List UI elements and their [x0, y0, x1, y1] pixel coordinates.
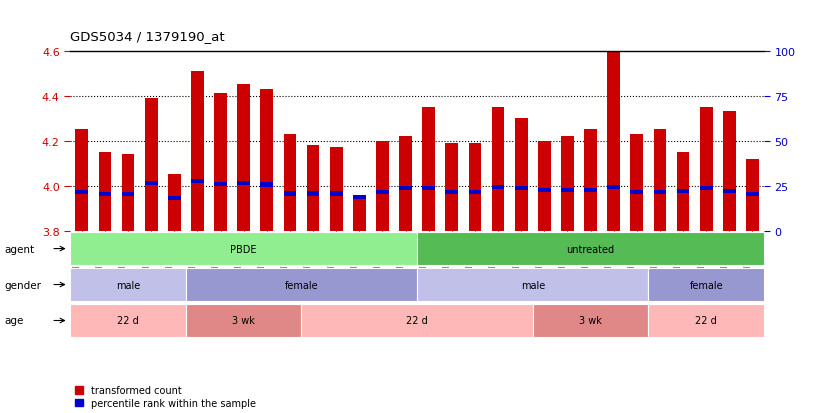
Bar: [145, 182, 158, 186]
Bar: [121, 155, 135, 231]
Bar: [700, 186, 713, 190]
Bar: [676, 190, 690, 194]
Bar: [648, 304, 764, 337]
Bar: [445, 144, 458, 231]
Text: agent: agent: [4, 244, 34, 254]
Bar: [214, 183, 227, 186]
Bar: [630, 135, 643, 231]
Bar: [70, 304, 186, 337]
Bar: [746, 159, 759, 231]
Bar: [422, 108, 435, 231]
Bar: [376, 141, 389, 231]
Text: 22 d: 22 d: [406, 316, 428, 326]
Bar: [237, 182, 250, 186]
Bar: [422, 186, 435, 190]
Bar: [723, 190, 736, 194]
Bar: [145, 99, 158, 231]
Bar: [538, 189, 551, 193]
Bar: [723, 112, 736, 231]
Bar: [561, 189, 574, 193]
Bar: [376, 190, 389, 195]
Text: female: female: [690, 280, 723, 290]
Bar: [98, 152, 112, 231]
Bar: [75, 190, 88, 195]
Bar: [515, 186, 528, 190]
Bar: [399, 186, 412, 190]
Bar: [330, 148, 343, 231]
Bar: [168, 175, 181, 231]
Bar: [417, 269, 648, 301]
Bar: [283, 135, 297, 231]
Bar: [237, 85, 250, 231]
Bar: [491, 185, 505, 189]
Bar: [214, 94, 227, 231]
Bar: [306, 146, 320, 231]
Bar: [700, 108, 713, 231]
Bar: [168, 197, 181, 201]
Bar: [186, 304, 301, 337]
Text: gender: gender: [4, 280, 41, 290]
Bar: [191, 179, 204, 183]
Bar: [399, 137, 412, 231]
Text: male: male: [116, 280, 140, 290]
Text: male: male: [520, 280, 545, 290]
Bar: [70, 233, 417, 265]
Bar: [515, 119, 528, 231]
Bar: [561, 137, 574, 231]
Legend: transformed count, percentile rank within the sample: transformed count, percentile rank withi…: [75, 385, 255, 408]
Bar: [445, 190, 458, 195]
Bar: [584, 130, 597, 231]
Text: female: female: [285, 280, 318, 290]
Bar: [283, 192, 297, 196]
Bar: [75, 130, 88, 231]
Text: untreated: untreated: [567, 244, 615, 254]
Text: GDS5034 / 1379190_at: GDS5034 / 1379190_at: [70, 31, 225, 43]
Bar: [630, 190, 643, 195]
Bar: [98, 193, 112, 197]
Text: 22 d: 22 d: [695, 316, 717, 326]
Bar: [417, 233, 764, 265]
Bar: [676, 152, 690, 231]
Bar: [186, 269, 417, 301]
Bar: [306, 192, 320, 196]
Bar: [491, 108, 505, 231]
Bar: [653, 130, 667, 231]
Bar: [353, 196, 366, 200]
Bar: [260, 90, 273, 231]
Bar: [584, 189, 597, 193]
Bar: [533, 304, 648, 337]
Text: PBDE: PBDE: [230, 244, 257, 254]
Bar: [260, 183, 273, 187]
Bar: [648, 269, 764, 301]
Text: 3 wk: 3 wk: [579, 316, 602, 326]
Bar: [191, 72, 204, 231]
Text: 22 d: 22 d: [117, 316, 139, 326]
Bar: [468, 144, 482, 231]
Bar: [70, 269, 186, 301]
Bar: [121, 193, 135, 197]
Bar: [353, 197, 366, 231]
Bar: [607, 185, 620, 189]
Bar: [607, 11, 620, 231]
Bar: [330, 192, 343, 196]
Bar: [301, 304, 533, 337]
Bar: [468, 190, 482, 195]
Bar: [746, 193, 759, 197]
Text: 3 wk: 3 wk: [232, 316, 255, 326]
Bar: [653, 190, 667, 195]
Text: age: age: [4, 316, 23, 326]
Bar: [538, 141, 551, 231]
